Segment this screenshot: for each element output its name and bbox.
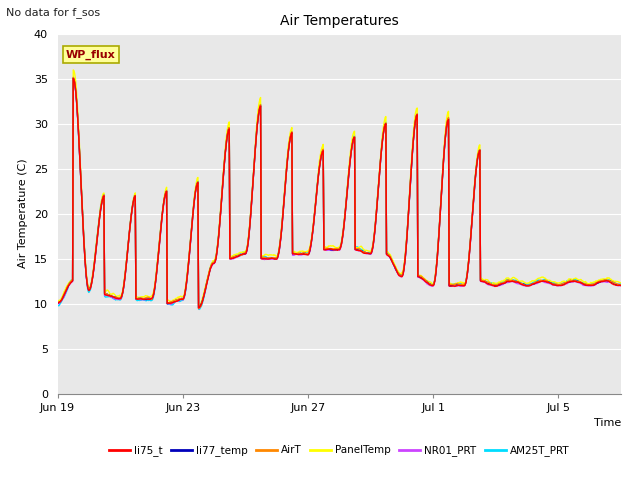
AM25T_PRT xyxy=(260,253,268,259)
NR01_PRT xyxy=(54,301,61,307)
PanelTemp xyxy=(54,298,61,303)
li75_t xyxy=(260,256,268,262)
AM25T_PRT xyxy=(75,128,83,133)
NR01_PRT xyxy=(195,306,202,312)
Line: NR01_PRT: NR01_PRT xyxy=(58,79,621,309)
li77_temp xyxy=(617,282,625,288)
Line: li75_t: li75_t xyxy=(58,78,621,308)
PanelTemp xyxy=(187,233,195,239)
NR01_PRT xyxy=(69,76,77,82)
li75_t xyxy=(69,75,77,81)
AM25T_PRT xyxy=(290,250,298,256)
NR01_PRT xyxy=(260,256,268,262)
PanelTemp xyxy=(69,67,77,73)
li77_temp xyxy=(510,278,518,284)
PanelTemp xyxy=(290,249,298,255)
PanelTemp xyxy=(260,253,268,259)
Line: PanelTemp: PanelTemp xyxy=(58,70,621,305)
AM25T_PRT xyxy=(510,277,518,283)
li77_temp xyxy=(374,189,382,195)
PanelTemp xyxy=(195,302,203,308)
Line: AM25T_PRT: AM25T_PRT xyxy=(58,77,621,310)
Title: Air Temperatures: Air Temperatures xyxy=(280,14,399,28)
AM25T_PRT xyxy=(54,303,61,309)
li75_t xyxy=(75,130,83,135)
Y-axis label: Air Temperature (C): Air Temperature (C) xyxy=(18,159,28,268)
li77_temp xyxy=(54,300,61,306)
AirT xyxy=(260,254,268,260)
AM25T_PRT xyxy=(374,189,382,195)
li75_t xyxy=(374,190,382,195)
AirT xyxy=(374,189,382,194)
AirT xyxy=(75,129,83,134)
AM25T_PRT xyxy=(187,235,195,240)
AirT xyxy=(510,278,518,284)
PanelTemp xyxy=(75,122,83,128)
li75_t xyxy=(187,236,195,241)
AirT xyxy=(69,74,77,80)
NR01_PRT xyxy=(290,252,298,258)
Line: AirT: AirT xyxy=(58,77,621,309)
AM25T_PRT xyxy=(195,307,203,312)
Line: li77_temp: li77_temp xyxy=(58,78,621,308)
li77_temp xyxy=(69,75,77,81)
Text: No data for f_sos: No data for f_sos xyxy=(6,7,100,18)
NR01_PRT xyxy=(374,190,382,196)
li77_temp xyxy=(290,251,298,256)
X-axis label: Time: Time xyxy=(593,418,621,428)
NR01_PRT xyxy=(510,279,518,285)
Legend: li75_t, li77_temp, AirT, PanelTemp, NR01_PRT, AM25T_PRT: li75_t, li77_temp, AirT, PanelTemp, NR01… xyxy=(105,441,573,460)
NR01_PRT xyxy=(75,130,83,135)
li75_t xyxy=(195,305,202,311)
PanelTemp xyxy=(374,186,382,192)
PanelTemp xyxy=(617,280,625,286)
NR01_PRT xyxy=(617,283,625,288)
li75_t xyxy=(617,283,625,288)
li75_t xyxy=(510,279,518,285)
li77_temp xyxy=(187,236,195,241)
AM25T_PRT xyxy=(69,74,77,80)
AM25T_PRT xyxy=(617,281,625,287)
li77_temp xyxy=(195,305,202,311)
li75_t xyxy=(54,300,61,306)
AirT xyxy=(54,300,61,305)
AirT xyxy=(187,235,195,240)
AirT xyxy=(617,282,625,288)
li77_temp xyxy=(260,255,268,261)
li77_temp xyxy=(75,129,83,135)
li75_t xyxy=(290,251,298,257)
NR01_PRT xyxy=(187,237,195,242)
Text: WP_flux: WP_flux xyxy=(66,50,116,60)
AirT xyxy=(290,250,298,256)
AirT xyxy=(195,306,202,312)
PanelTemp xyxy=(510,275,518,280)
